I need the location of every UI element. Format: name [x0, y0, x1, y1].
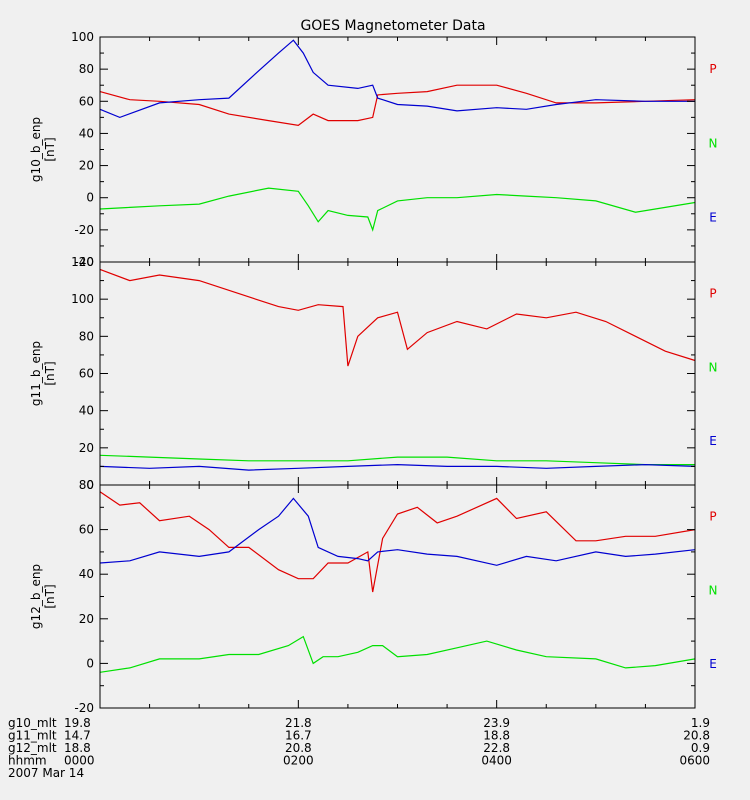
- x-row-value: 20.8: [285, 741, 312, 755]
- y-tick-label: 80: [79, 478, 94, 492]
- series-line-n: [99, 454, 695, 466]
- legend-e: E: [709, 211, 717, 225]
- y-tick-label: 20: [79, 612, 94, 626]
- legend-n: N: [709, 136, 718, 150]
- x-row-value: 20.8: [683, 729, 710, 743]
- series-line-e: [99, 463, 696, 471]
- legend-n: N: [709, 583, 718, 597]
- series-line-e: [99, 497, 696, 566]
- x-row-value: 23.9: [483, 716, 510, 730]
- series-line-n: [99, 635, 696, 673]
- y-tick-label: 80: [79, 62, 94, 76]
- y-tick-label: 0: [86, 191, 94, 205]
- panel-2: 0 20 40 60 80 100 120 g11_b_enp [nT] P N E: [29, 255, 717, 492]
- series-line-n: [99, 187, 696, 232]
- x-row-value: 21.8: [285, 716, 312, 730]
- series-line-e: [99, 39, 695, 119]
- chart-title: GOES Magnetometer Data: [300, 18, 485, 34]
- y-axis-unit: [nT]: [43, 137, 57, 161]
- x-row-label: hhmm: [8, 754, 47, 768]
- x-row-value: 0.9: [691, 741, 710, 755]
- x-row-value: 0000: [64, 754, 95, 768]
- series-line-p: [99, 491, 696, 593]
- y-axis-unit: [nT]: [43, 584, 57, 608]
- legend-p: P: [709, 62, 716, 76]
- y-tick-label: 40: [79, 567, 94, 581]
- panel-frame: [99, 261, 696, 486]
- y-tick-label: 60: [79, 94, 94, 108]
- x-row-value: 0200: [283, 754, 314, 768]
- series-line-p: [99, 268, 696, 367]
- series-line-p: [99, 84, 696, 127]
- x-row-label: g11_mlt: [8, 729, 57, 743]
- x-row-label: g12_mlt: [8, 741, 57, 755]
- y-tick-label: -40: [74, 255, 94, 269]
- date-label: 2007 Mar 14: [8, 766, 84, 780]
- x-row-value: 18.8: [483, 729, 510, 743]
- x-row-value: 16.7: [285, 729, 312, 743]
- y-tick-label: 20: [79, 159, 94, 173]
- y-axis-label: g12_b_enp: [29, 564, 43, 629]
- y-tick-label: 40: [79, 404, 94, 418]
- y-tick-label: -20: [74, 223, 94, 237]
- panel-frame: [99, 36, 696, 263]
- y-tick-label: 40: [79, 126, 94, 140]
- x-row-value: 22.8: [483, 741, 510, 755]
- legend-p: P: [709, 287, 716, 301]
- x-row-value: 0400: [481, 754, 512, 768]
- y-tick-label: 80: [79, 329, 94, 343]
- legend-n: N: [709, 360, 718, 374]
- legend-e: E: [709, 434, 717, 448]
- y-tick-label: 20: [79, 441, 94, 455]
- x-row-value: 14.7: [64, 729, 91, 743]
- y-tick-label: 100: [71, 30, 94, 44]
- x-row-value: 0600: [679, 754, 710, 768]
- x-row-value: 1.9: [691, 716, 710, 730]
- y-tick-label: 0: [86, 656, 94, 670]
- legend-e: E: [709, 657, 717, 671]
- x-row-value: 19.8: [64, 716, 91, 730]
- panel-3: -20 0 20 40 60 80 g12_b_enp [nT] P N E: [29, 478, 717, 715]
- panel-1: -40 -20 0 20 40 60 80 100 g10_b_enp [nT] P N E: [29, 30, 717, 269]
- y-tick-label: 120: [71, 255, 94, 269]
- x-row-value: 18.8: [64, 741, 91, 755]
- y-axis-label: g10_b_enp: [29, 117, 43, 182]
- y-tick-label: 100: [71, 292, 94, 306]
- x-axis-table: g10_mlt 19.8 21.8 23.9 1.9 g11_mlt 14.7 16.7 18.…: [8, 716, 710, 768]
- y-axis-label: g11_b_enp: [29, 341, 43, 406]
- y-tick-label: 0: [86, 478, 94, 492]
- y-axis-unit: [nT]: [43, 361, 57, 385]
- panel-frame: [99, 484, 696, 709]
- legend-p: P: [709, 510, 716, 524]
- y-tick-label: 60: [79, 367, 94, 381]
- y-tick-label: 60: [79, 523, 94, 537]
- x-row-label: g10_mlt: [8, 716, 57, 730]
- y-tick-label: -20: [74, 701, 94, 715]
